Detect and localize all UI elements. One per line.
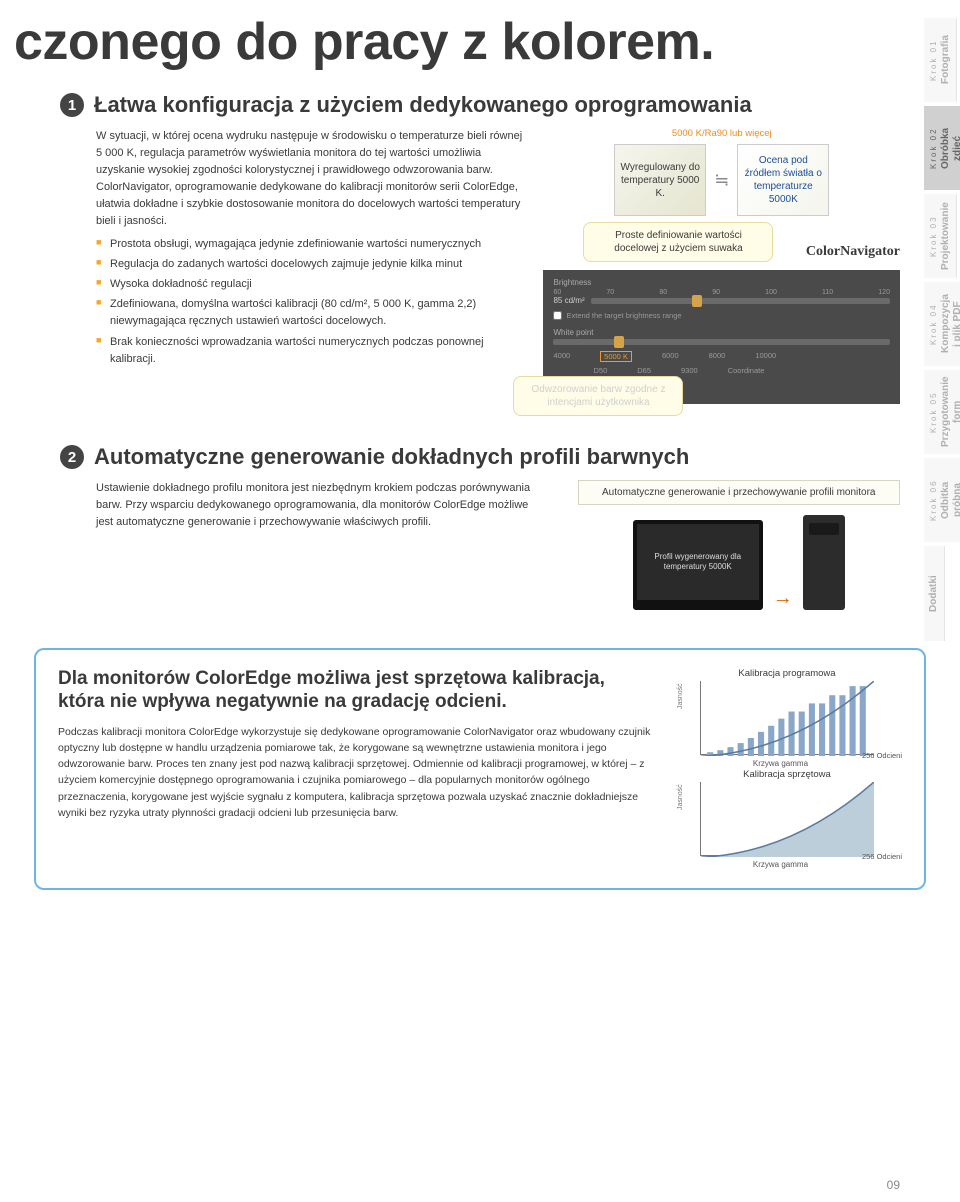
footnote: 5000 K/Ra90 lub więcej	[543, 128, 900, 139]
brightness-thumb[interactable]	[692, 295, 702, 307]
tick: D50	[593, 366, 607, 375]
monitor-icon: Profil wygenerowany dla temperatury 5000…	[633, 520, 763, 610]
cmp-right: Ocena pod źródłem światła o temperaturze…	[737, 144, 829, 216]
section1-bullets: Prostota obsługi, wymagająca jedynie zde…	[60, 236, 523, 367]
tick: 100	[765, 289, 777, 296]
brightness-slider[interactable]	[591, 298, 890, 304]
extend-checkbox-input[interactable]	[553, 311, 562, 320]
tick: D65	[637, 366, 651, 375]
tick: 5000 K	[600, 351, 632, 362]
tick: 60	[553, 289, 561, 296]
bluebox-title: Dla monitorów ColorEdge możliwa jest spr…	[58, 668, 652, 714]
section2-title: Automatyczne generowanie dokładnych prof…	[94, 444, 689, 470]
section2-head: 2 Automatyczne generowanie dokładnych pr…	[60, 444, 900, 470]
section1-para: W sytuacji, w której ocena wydruku nastę…	[60, 128, 523, 230]
approx-icon: ≒	[714, 170, 729, 191]
tab-5[interactable]: Krok 05Przygotowanie form drukowych	[924, 370, 960, 454]
tick: 90	[712, 289, 720, 296]
extend-label: Extend the target brightness range	[566, 311, 681, 320]
slider-panel: Brightness 60 70 80 90 100 110 120 85 cd…	[543, 270, 900, 404]
tick: 10000	[755, 351, 776, 362]
chart2-title: Kalibracja sprzętowa	[672, 769, 902, 780]
bubble-slider: Proste definiowanie wartości docelowej z…	[583, 222, 773, 262]
badge-2: 2	[60, 445, 84, 469]
tick: 120	[878, 289, 890, 296]
list-item: Zdefiniowana, domyślna wartości kalibrac…	[96, 296, 523, 330]
extend-checkbox[interactable]: Extend the target brightness range	[553, 311, 890, 320]
tick: 70	[606, 289, 614, 296]
arrow-icon: →	[773, 587, 793, 610]
tick: 8000	[709, 351, 726, 362]
whitepoint-label: White point	[553, 328, 890, 337]
chart1-xlabel: Krzywa gamma	[753, 759, 808, 768]
chart2-ylabel: Jasność	[677, 784, 684, 810]
chart2-xlabel: Krzywa gamma	[753, 860, 808, 869]
tower-icon	[803, 515, 845, 610]
whitepoint-thumb[interactable]	[614, 336, 624, 348]
bluebox-text: Podczas kalibracji monitora ColorEdge wy…	[58, 724, 652, 822]
cmp-left: Wyregulowany do temperatury 5000 K.	[614, 144, 706, 216]
chart1-ylabel: Jasność	[677, 683, 684, 709]
tick: 80	[659, 289, 667, 296]
list-item: Regulacja do zadanych wartości docelowyc…	[96, 256, 523, 273]
tick: 6000	[662, 351, 679, 362]
tab-1[interactable]: Krok 01Fotografia	[924, 18, 957, 102]
section1-head: 1 Łatwa konfiguracja z użyciem dedykowan…	[60, 92, 900, 118]
tab-3[interactable]: Krok 03Projektowanie	[924, 194, 957, 278]
section1-title: Łatwa konfiguracja z użyciem dedykowaneg…	[94, 92, 752, 118]
auto-gen-box: Automatyczne generowanie i przechowywani…	[578, 480, 901, 505]
chart1-rlabel: 256 Odcieni	[862, 752, 902, 760]
tick: Coordinate	[728, 366, 765, 375]
tick: 9300	[681, 366, 698, 375]
tab-2[interactable]: Krok 02Obróbka zdjęć	[924, 106, 960, 190]
list-item: Prostota obsługi, wymagająca jedynie zde…	[96, 236, 523, 253]
page-title: czonego do pracy z kolorem.	[0, 0, 960, 92]
list-item: Wysoka dokładność regulacji	[96, 276, 523, 293]
section2-para: Ustawienie dokładnego profilu monitora j…	[60, 480, 548, 610]
blue-infobox: Dla monitorów ColorEdge możliwa jest spr…	[34, 648, 926, 890]
whitepoint-slider[interactable]	[553, 339, 890, 345]
chart1-title: Kalibracja programowa	[672, 668, 902, 679]
chart-software: Kalibracja programowa Jasność	[672, 668, 902, 755]
badge-1: 1	[60, 93, 84, 117]
brightness-label: Brightness	[553, 278, 890, 287]
chart2-rlabel: 256 Odcieni	[862, 853, 902, 861]
chart-hardware: Kalibracja sprzętowa Jasność Krzywa gamm…	[672, 769, 902, 856]
list-item: Brak konieczności wprowadzania wartości …	[96, 334, 523, 368]
bubble-whitepoint: Odwzorowanie barw zgodne z intencjami uż…	[513, 376, 683, 416]
comparison: Wyregulowany do temperatury 5000 K. ≒ Oc…	[543, 144, 900, 216]
tick: 4000	[553, 351, 570, 362]
tick: 110	[822, 289, 833, 296]
tab-4[interactable]: Krok 04Kompozycja i plik PDF	[924, 282, 960, 366]
page-number: 09	[887, 1178, 900, 1192]
tab-appendix[interactable]: Dodatki	[924, 546, 945, 641]
side-tabs: Krok 01Fotografia Krok 02Obróbka zdjęć K…	[924, 18, 960, 645]
monitor-text: Profil wygenerowany dla temperatury 5000…	[637, 552, 759, 573]
brightness-value: 85 cd/m²	[553, 296, 584, 305]
monitor-illustration: Profil wygenerowany dla temperatury 5000…	[578, 515, 901, 610]
tab-6[interactable]: Krok 06Odbitka próbna	[924, 458, 960, 542]
